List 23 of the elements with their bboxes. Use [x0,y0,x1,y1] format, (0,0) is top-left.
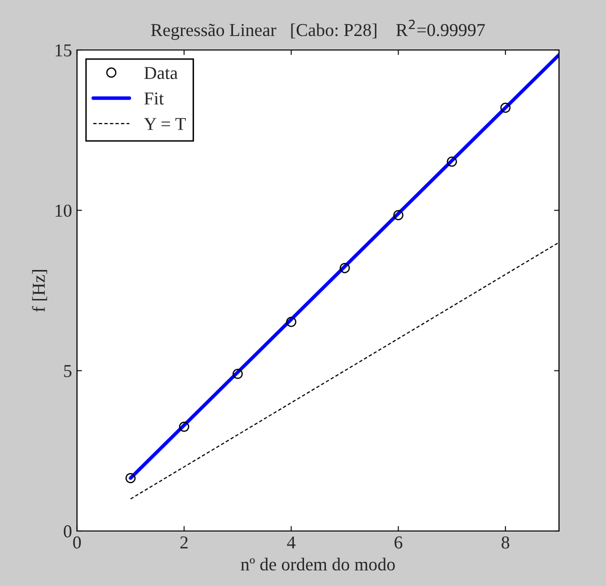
legend-label: Data [144,67,178,80]
x-tick-label: 2 [180,536,188,548]
point [340,262,350,274]
point [232,368,243,380]
x-tick-label: 6 [394,536,402,549]
x-tick-label: 0 [73,536,81,549]
legend-label: Y = T [144,118,186,130]
point [178,422,190,432]
chart-title: Regressão Linear [Cabo: P28] R$^{2}$=0.99997 [151,20,485,40]
y-axis-title: f [Hz] [32,270,48,312]
y-tick-label: 5 [64,365,72,378]
x-tick-label: 8 [502,536,510,549]
point [286,316,296,328]
point [446,156,458,167]
y-tick-label: 0 [64,525,72,538]
point [500,102,511,113]
point [125,472,136,484]
y-tick-label: 15 [56,44,72,56]
x-tick-label: 4 [287,536,296,548]
y-tick-label: 10 [56,204,72,217]
legend-label: Fit [144,92,164,105]
x-axis-title: nº de ordem do modo [240,558,395,570]
point [393,210,404,220]
